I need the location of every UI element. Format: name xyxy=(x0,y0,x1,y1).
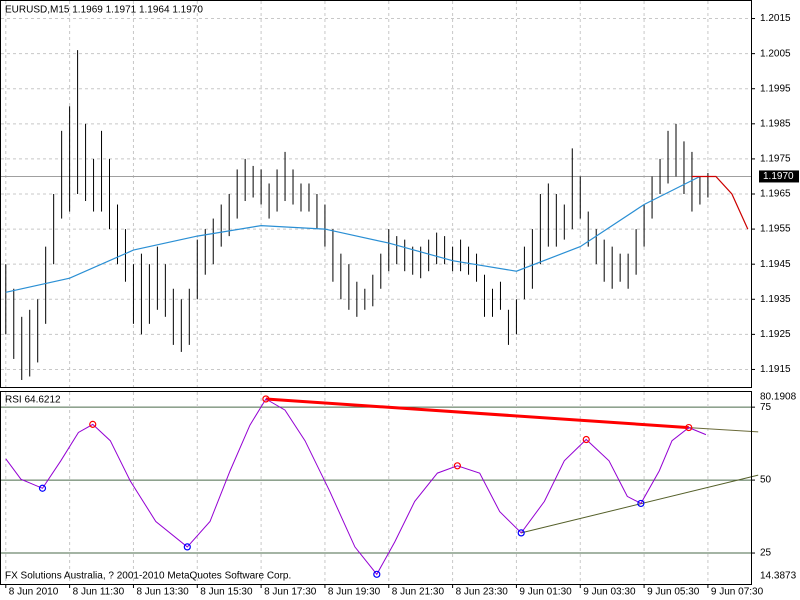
indicator-line xyxy=(5,175,701,293)
y-tick-label: 1.1985 xyxy=(760,118,791,129)
y-tick-label: 1.1925 xyxy=(760,329,791,340)
peak-marker xyxy=(582,435,590,444)
x-tick-label: 8 Jun 23:30 xyxy=(456,587,509,598)
trough-marker xyxy=(637,499,645,508)
y-tick-label: 1.1965 xyxy=(760,189,791,200)
peak-marker xyxy=(685,423,693,432)
x-tick-label: 9 Jun 03:30 xyxy=(583,587,636,598)
peak-marker xyxy=(262,395,270,403)
trough-marker xyxy=(373,570,381,578)
x-tick-label: 8 Jun 11:30 xyxy=(73,587,125,598)
peak-marker xyxy=(89,420,97,428)
y-tick-label: 1.1955 xyxy=(760,224,791,235)
y-tick-label: 1.2015 xyxy=(760,13,791,24)
rsi-pane-frame xyxy=(0,391,752,585)
x-tick-label: 8 Jun 17:30 xyxy=(264,587,317,598)
trough-marker xyxy=(183,543,191,551)
rsi-line xyxy=(5,398,707,576)
last-price-box xyxy=(759,170,799,183)
y-min-label: 14.3873 xyxy=(760,571,797,582)
price-pane-frame xyxy=(0,0,752,388)
y-tick-label: 1.1975 xyxy=(760,154,791,165)
y-tick-label: 1.1935 xyxy=(760,294,791,305)
rsi-title: RSI 64.6212 xyxy=(5,395,61,406)
x-tick-label: 9 Jun 07:30 xyxy=(711,587,764,598)
mark-layer xyxy=(5,50,799,578)
footer: FX Solutions Australia, ? 2001-2010 Meta… xyxy=(5,571,291,582)
x-tick-label: 8 Jun 21:30 xyxy=(392,587,445,598)
trough-marker xyxy=(517,529,525,537)
last-price-label: 1.1970 xyxy=(763,171,794,182)
price-title: EURUSD,M15 1.1969 1.1971 1.1964 1.1970 xyxy=(5,5,203,16)
trend-line xyxy=(688,427,759,433)
indicator-line xyxy=(692,175,749,230)
trend-line xyxy=(521,474,759,534)
x-tick-label: 8 Jun 19:30 xyxy=(328,587,381,598)
x-tick-label: 8 Jun 15:30 xyxy=(200,587,253,598)
x-tick-label: 9 Jun 01:30 xyxy=(519,587,572,598)
y-tick-label: 1.1945 xyxy=(760,259,791,270)
x-tick-label: 8 Jun 2010 xyxy=(9,587,59,598)
y-tick-label: 75 xyxy=(760,402,772,413)
y-tick-label: 25 xyxy=(760,548,772,559)
trend-line xyxy=(265,397,689,430)
x-tick-label: 8 Jun 13:30 xyxy=(136,587,189,598)
peak-marker xyxy=(453,462,461,470)
y-tick-label: 1.1915 xyxy=(760,364,791,375)
y-max-label: 80.1908 xyxy=(760,392,797,403)
y-tick-label: 1.1995 xyxy=(760,83,791,94)
trough-marker xyxy=(38,484,47,492)
y-tick-label: 50 xyxy=(760,475,772,486)
x-tick-label: 9 Jun 05:30 xyxy=(647,587,700,598)
text-layer: EURUSD,M15 1.1969 1.1971 1.1964 1.1970 R… xyxy=(5,5,797,598)
grid-layer xyxy=(1,1,755,588)
y-tick-label: 1.2005 xyxy=(760,48,791,59)
